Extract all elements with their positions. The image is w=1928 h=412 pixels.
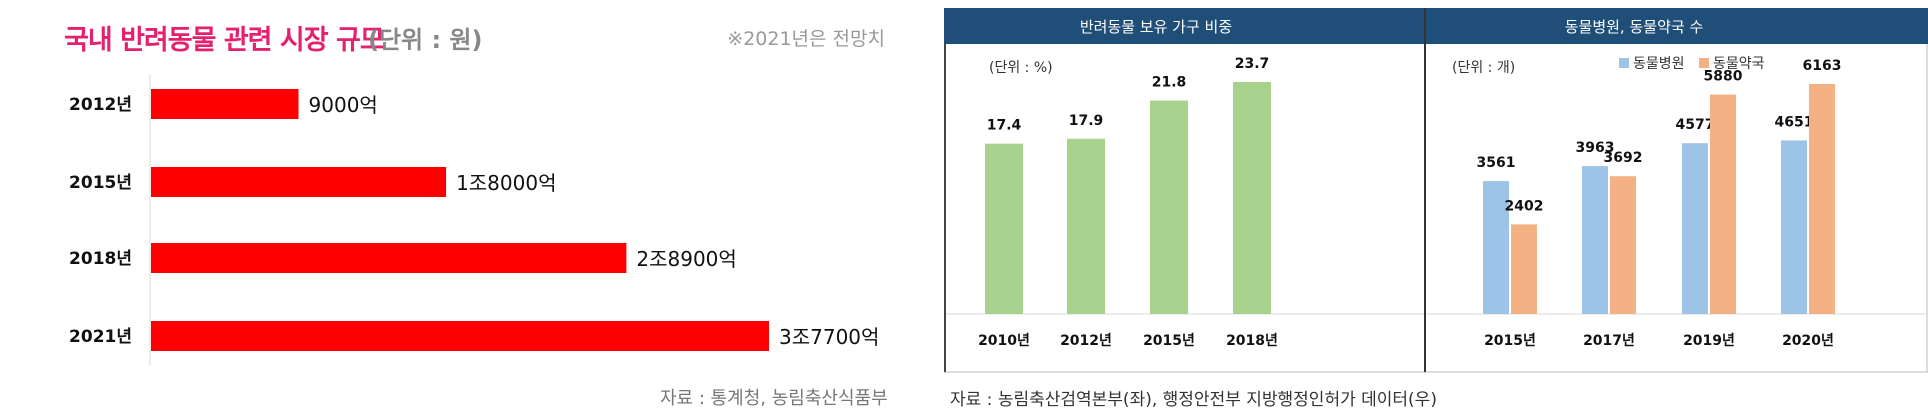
legend-swatch: [1619, 58, 1629, 68]
legend-label: 동물약국: [1713, 56, 1765, 72]
hbar-bar: [151, 243, 627, 273]
household-value-label: 17.4: [987, 118, 1022, 134]
household-unit-label: (단위 : %): [989, 60, 1053, 76]
market-size-chart: 2012년 9000억 2015년 1조8000억 2018년 2조8900억 2021년 3…: [69, 74, 879, 366]
pharmacy-value-label: 6163: [1803, 58, 1842, 74]
pharmacy-bar: [1610, 176, 1636, 314]
header-clinic-title: 동물병원, 동물약국 수: [1565, 18, 1704, 36]
clinic-category-label: 2017년: [1583, 333, 1635, 349]
market-size-title: 국내 반려동물 관련 시장 규모: [64, 25, 385, 56]
clinic-category-label: 2020년: [1782, 333, 1834, 349]
legend-label: 동물병원: [1633, 56, 1685, 72]
pharmacy-bar: [1511, 224, 1537, 314]
household-category-label: 2010년: [978, 333, 1030, 349]
market-size-source: 자료 : 통계청, 농림축산식품부: [660, 388, 888, 409]
pharmacy-value-label: 2402: [1505, 198, 1544, 214]
clinic-category-label: 2015년: [1484, 333, 1536, 349]
household-bar: [1233, 82, 1271, 314]
pet-stats-charts: 반려동물 보유 가구 비중 동물병원, 동물약국 수 (단위 : %) 17.4 201…: [944, 8, 1928, 373]
clinic-bar: [1483, 181, 1509, 314]
market-size-unit: (단위 : 원): [368, 26, 483, 54]
forecast-note: ※2021년은 전망치: [727, 28, 885, 50]
pet-household-panel: 반려동물 보유 가구 비중 동물병원, 동물약국 수 (단위 : %) 17.4 201…: [944, 0, 1928, 412]
hbar-value-label: 3조7700억: [779, 325, 879, 349]
hbar-bar: [151, 89, 299, 119]
header-bar: [944, 8, 1928, 44]
pet-stats-source: 자료 : 농림축산검역본부(좌), 행정안전부 지방행정인허가 데이터(우): [950, 390, 1437, 410]
header-household-title: 반려동물 보유 가구 비중: [1080, 18, 1232, 36]
household-value-label: 23.7: [1235, 56, 1270, 72]
hbar-category-label: 2021년: [69, 327, 132, 347]
household-category-label: 2015년: [1143, 333, 1195, 349]
clinic-value-label: 3963: [1576, 140, 1615, 156]
pharmacy-value-label: 5880: [1704, 69, 1743, 85]
hbar-category-label: 2012년: [69, 95, 132, 115]
clinic-category-label: 2019년: [1683, 333, 1735, 349]
clinic-bar: [1781, 140, 1807, 314]
clinic-value-label: 3561: [1477, 155, 1516, 171]
household-bar: [985, 143, 1023, 314]
clinic-bar: [1682, 143, 1708, 314]
household-bar: [1150, 100, 1188, 315]
household-category-label: 2018년: [1226, 333, 1278, 349]
pharmacy-bar: [1809, 84, 1835, 314]
hbar-category-label: 2018년: [69, 249, 132, 269]
hbar-value-label: 1조8000억: [456, 171, 556, 195]
hbar-value-label: 2조8900억: [636, 247, 736, 271]
clinic-value-label: 4651: [1775, 114, 1814, 130]
clinic-bar: [1582, 166, 1608, 314]
clinic-value-label: 4577: [1676, 117, 1715, 133]
hbar-bar: [151, 167, 447, 197]
legend-swatch: [1699, 58, 1709, 68]
clinic-unit-label: (단위 : 개): [1452, 60, 1515, 76]
household-bar: [1067, 138, 1105, 314]
hbar-category-label: 2015년: [69, 173, 132, 193]
household-value-label: 21.8: [1152, 75, 1187, 91]
household-category-label: 2012년: [1060, 333, 1112, 349]
household-value-label: 17.9: [1069, 113, 1104, 129]
pharmacy-bar: [1710, 94, 1736, 314]
hbar-value-label: 9000억: [309, 93, 378, 117]
market-size-panel: 국내 반려동물 관련 시장 규모 (단위 : 원) ※2021년은 전망치 20…: [0, 0, 915, 412]
pharmacy-value-label: 3692: [1604, 150, 1643, 166]
hbar-bar: [151, 321, 769, 351]
